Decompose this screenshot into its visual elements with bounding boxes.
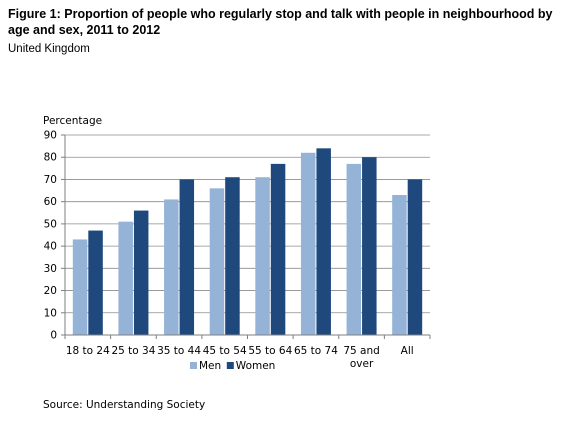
bar-men [209, 188, 225, 335]
y-tick-label: 60 [44, 196, 57, 208]
bar-men [300, 152, 316, 335]
x-tick-label: 18 to 24 [66, 345, 110, 357]
bar-women [225, 177, 240, 335]
bar-women [133, 210, 149, 335]
legend-swatch-men [190, 362, 197, 369]
y-tick-labels: 0 10 20 30 40 50 60 70 80 90 [44, 130, 57, 342]
bar-men [346, 163, 362, 335]
bar-men [255, 177, 270, 335]
x-tick-label: 75 and over [343, 345, 379, 370]
chart-title: Figure 1: Proportion of people who regul… [8, 7, 553, 37]
bar-men [164, 199, 179, 335]
bar-women [316, 148, 331, 335]
legend-swatch-women [226, 362, 234, 369]
bar-men [392, 195, 407, 335]
y-tick-label: 10 [44, 307, 57, 319]
bar-men [118, 221, 133, 335]
x-tick-label: 45 to 54 [203, 345, 247, 357]
x-tick-labels: 18 to 24 25 to 34 35 to 44 45 to 54 55 to 64… [66, 345, 414, 370]
bars [72, 148, 423, 335]
y-axis-label: Percentage [43, 115, 102, 127]
x-tick-label: All [401, 345, 414, 357]
y-tick-label: 90 [44, 130, 57, 142]
y-tick-label: 30 [44, 263, 57, 275]
bar-men [72, 239, 88, 335]
legend: Men Women [190, 360, 275, 372]
y-tick-label: 20 [44, 285, 57, 297]
y-tick-label: 80 [44, 152, 57, 164]
legend-label-women: Women [236, 360, 276, 372]
source-note: Source: Understanding Society [43, 399, 206, 411]
bar-women [362, 157, 377, 335]
bar-women [270, 163, 286, 335]
x-tick-label: 25 to 34 [111, 345, 155, 357]
y-tick-label: 70 [44, 174, 57, 186]
axes [61, 134, 431, 339]
legend-label-men: Men [199, 360, 221, 372]
x-tick-label: 65 to 74 [294, 345, 338, 357]
bar-women [179, 179, 195, 335]
y-tick-label: 0 [50, 330, 57, 342]
x-tick-label: 35 to 44 [157, 345, 201, 357]
y-tick-label: 50 [44, 218, 57, 230]
bar-women [88, 230, 103, 335]
chart-subtitle: United Kingdom [8, 43, 90, 55]
x-tick-label: 55 to 64 [248, 345, 292, 357]
y-tick-label: 40 [44, 241, 57, 253]
bar-women [407, 179, 423, 335]
